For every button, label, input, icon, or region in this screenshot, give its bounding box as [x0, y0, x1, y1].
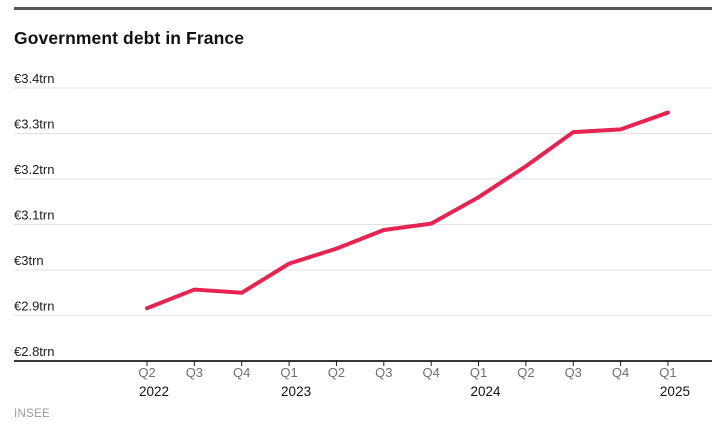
x-tick-label: Q3: [186, 365, 203, 380]
x-tick-label: Q2: [517, 365, 534, 380]
y-tick-label: €3.2trn: [14, 162, 54, 177]
y-tick-label: €3.1trn: [14, 208, 54, 223]
x-year-label: 2023: [281, 384, 311, 399]
x-tick-label: Q1: [659, 365, 676, 380]
y-tick-label: €3.4trn: [14, 71, 54, 86]
y-tick-label: €3.3trn: [14, 117, 54, 132]
x-year-label: 2022: [139, 384, 169, 399]
top-rule: [14, 7, 712, 10]
y-tick-label: €2.8trn: [14, 344, 54, 359]
y-tick-label: €2.9trn: [14, 299, 54, 314]
x-tick-label: Q4: [612, 365, 629, 380]
x-tick-label: Q3: [375, 365, 392, 380]
chart-title: Government debt in France: [14, 28, 245, 48]
x-tick-label: Q2: [138, 365, 155, 380]
x-tick-label: Q4: [233, 365, 250, 380]
x-tick-label: Q3: [565, 365, 582, 380]
source-label: INSEE: [14, 408, 51, 420]
y-tick-label: €3trn: [14, 253, 44, 268]
x-year-label: 2025: [660, 384, 690, 399]
x-tick-label: Q1: [280, 365, 297, 380]
x-tick-label: Q2: [328, 365, 345, 380]
x-year-label: 2024: [470, 384, 501, 399]
x-tick-label: Q4: [422, 365, 439, 380]
debt-line: [145, 110, 670, 311]
x-tick-label: Q1: [470, 365, 487, 380]
